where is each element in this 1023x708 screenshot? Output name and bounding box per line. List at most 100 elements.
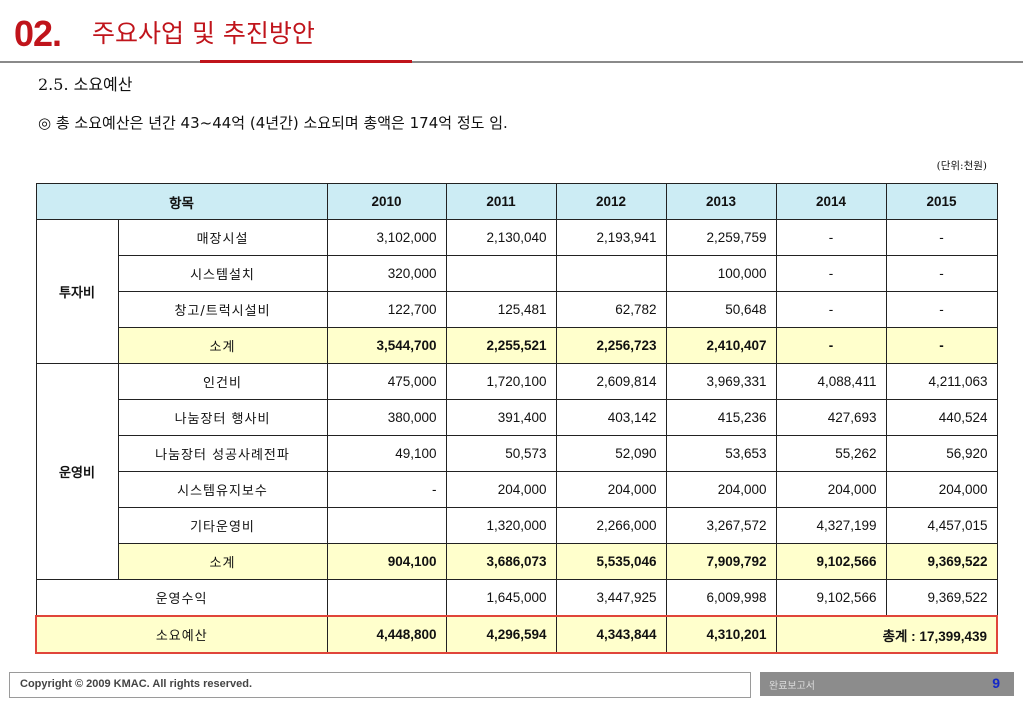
- value-cell: 4,296,594: [445, 615, 557, 654]
- revenue-row: 운영수익 1,645,000 3,447,925 6,009,998 9,102…: [35, 579, 998, 617]
- table-row: 시스템설치 320,000 100,000 - -: [36, 255, 998, 292]
- value-cell: 7,909,792: [665, 543, 777, 580]
- value-cell: 380,000: [326, 399, 447, 436]
- row-label: 매장시설: [117, 219, 328, 256]
- value-cell: 904,100: [326, 543, 447, 580]
- header-year: 2012: [555, 183, 667, 220]
- value-cell: 53,653: [665, 435, 777, 472]
- value-cell: 3,102,000: [326, 219, 447, 256]
- unit-note: (단위:천원): [936, 160, 987, 172]
- value-cell: -: [885, 255, 998, 292]
- budget-total-row: 소요예산 4,448,800 4,296,594 4,343,844 4,310…: [35, 615, 998, 654]
- value-cell: 2,259,759: [665, 219, 777, 256]
- copyright-text: Copyright © 2009 KMAC. All rights reserv…: [20, 678, 253, 690]
- table-header-row: 항목 2010 2011 2012 2013 2014 2015: [35, 183, 998, 220]
- value-cell: 2,130,040: [445, 219, 557, 256]
- row-label: 나눔장터 행사비: [117, 399, 328, 436]
- value-cell: 440,524: [885, 399, 998, 436]
- value-cell: -: [326, 471, 447, 508]
- value-cell: 49,100: [326, 435, 447, 472]
- value-cell: 2,255,521: [445, 327, 557, 364]
- category-cell: 운영비: [35, 363, 119, 580]
- section-number: 02.: [14, 13, 62, 54]
- table-row: 나눔장터 성공사례전파 49,100 50,573 52,090 53,653 …: [36, 435, 998, 472]
- value-cell: 9,102,566: [775, 543, 887, 580]
- row-label: 소계: [117, 327, 328, 364]
- row-label: 운영수익: [35, 579, 328, 617]
- value-cell: -: [885, 291, 998, 328]
- value-cell: [555, 255, 667, 292]
- value-cell: 9,102,566: [775, 579, 887, 617]
- value-cell: 4,457,015: [885, 507, 998, 544]
- subtotal-row: 소계 3,544,700 2,255,521 2,256,723 2,410,4…: [36, 327, 998, 364]
- value-cell: 2,193,941: [555, 219, 667, 256]
- value-cell: -: [775, 291, 887, 328]
- value-cell: 122,700: [326, 291, 447, 328]
- budget-table: 항목 2010 2011 2012 2013 2014 2015 투자비 매장시…: [35, 183, 998, 654]
- value-cell: 9,369,522: [885, 579, 998, 617]
- table-row: 운영비 인건비 475,000 1,720,100 2,609,814 3,96…: [35, 363, 998, 580]
- subtotal-row: 소계 904,100 3,686,073 5,535,046 7,909,792…: [36, 543, 998, 580]
- value-cell: 2,256,723: [555, 327, 667, 364]
- table-row: 시스템유지보수 - 204,000 204,000 204,000 204,00…: [36, 471, 998, 508]
- header-year: 2013: [665, 183, 777, 220]
- value-cell: 415,236: [665, 399, 777, 436]
- value-cell: 3,686,073: [445, 543, 557, 580]
- value-cell: 204,000: [555, 471, 667, 508]
- value-cell: 2,410,407: [665, 327, 777, 364]
- header-divider: [0, 61, 1023, 63]
- header-year: 2011: [445, 183, 557, 220]
- page-title: 주요사업 및 추진방안: [92, 19, 315, 48]
- budget-summary: ◎ 총 소요예산은 년간 43~44억 (4년간) 소요되며 총액은 174억 …: [38, 114, 508, 132]
- value-cell: 4,088,411: [775, 363, 887, 400]
- row-label: 소요예산: [35, 615, 328, 654]
- value-cell: 1,645,000: [445, 579, 557, 617]
- category-cell: 투자비: [35, 219, 119, 364]
- row-label: 기타운영비: [117, 507, 328, 544]
- value-cell: 9,369,522: [885, 543, 998, 580]
- value-cell: [326, 579, 447, 617]
- row-label: 시스템유지보수: [117, 471, 328, 508]
- value-cell: 204,000: [775, 471, 887, 508]
- header-year: 2015: [885, 183, 998, 220]
- value-cell: 55,262: [775, 435, 887, 472]
- value-cell: 4,310,201: [665, 615, 777, 654]
- table-row: 창고/트럭시설비 122,700 125,481 62,782 50,648 -…: [36, 291, 998, 328]
- table-row: 나눔장터 행사비 380,000 391,400 403,142 415,236…: [36, 399, 998, 436]
- header-year: 2010: [326, 183, 447, 220]
- value-cell: -: [775, 219, 887, 256]
- page-number: 9: [992, 675, 1000, 691]
- value-cell: 3,447,925: [555, 579, 667, 617]
- value-cell: [445, 255, 557, 292]
- value-cell: 125,481: [445, 291, 557, 328]
- value-cell: 1,720,100: [445, 363, 557, 400]
- table-row: 기타운영비 1,320,000 2,266,000 3,267,572 4,32…: [36, 507, 998, 544]
- footer-copyright-bar: Copyright © 2009 KMAC. All rights reserv…: [9, 672, 751, 698]
- value-cell: 100,000: [665, 255, 777, 292]
- value-cell: 427,693: [775, 399, 887, 436]
- value-cell: 320,000: [326, 255, 447, 292]
- report-label: 완료보고서: [769, 681, 815, 692]
- value-cell: [326, 507, 447, 544]
- row-label: 인건비: [117, 363, 328, 400]
- value-cell: 2,609,814: [555, 363, 667, 400]
- value-cell: 403,142: [555, 399, 667, 436]
- value-cell: 2,266,000: [555, 507, 667, 544]
- value-cell: -: [775, 327, 887, 364]
- value-cell: 5,535,046: [555, 543, 667, 580]
- value-cell: 52,090: [555, 435, 667, 472]
- row-label: 나눔장터 성공사례전파: [117, 435, 328, 472]
- value-cell: 204,000: [665, 471, 777, 508]
- value-cell: 6,009,998: [665, 579, 777, 617]
- header-item: 항목: [35, 183, 328, 220]
- value-cell: -: [885, 219, 998, 256]
- value-cell: 50,573: [445, 435, 557, 472]
- value-cell: -: [775, 255, 887, 292]
- value-cell: 62,782: [555, 291, 667, 328]
- value-cell: 3,969,331: [665, 363, 777, 400]
- value-cell: 50,648: [665, 291, 777, 328]
- value-cell: 56,920: [885, 435, 998, 472]
- table-row: 투자비 매장시설 3,102,000 2,130,040 2,193,941 2…: [35, 219, 998, 364]
- value-cell: 1,320,000: [445, 507, 557, 544]
- value-cell: 204,000: [445, 471, 557, 508]
